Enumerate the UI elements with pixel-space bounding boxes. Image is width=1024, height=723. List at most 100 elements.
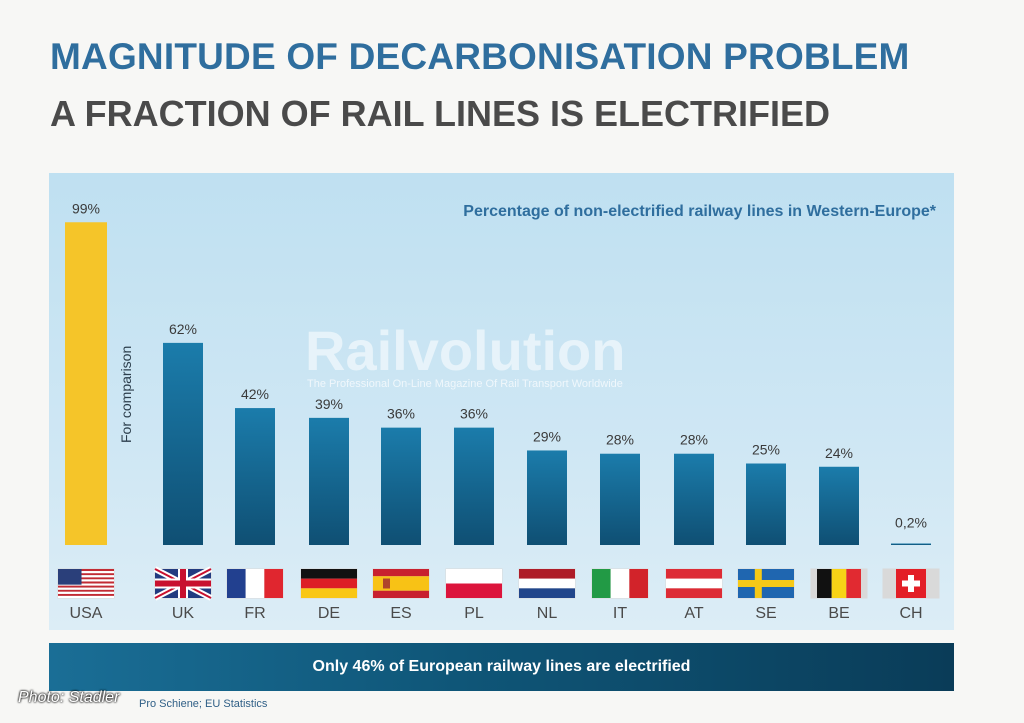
flag-part bbox=[58, 569, 114, 572]
flag-part bbox=[902, 580, 920, 587]
value-label: 36% bbox=[387, 406, 415, 422]
page-subtitle: A FRACTION OF RAIL LINES IS ELECTRIFIED bbox=[50, 93, 831, 134]
category-label: CH bbox=[899, 605, 922, 622]
flag-part bbox=[58, 575, 114, 578]
flag-part bbox=[446, 569, 502, 584]
flag-part bbox=[373, 569, 429, 577]
bar-nl bbox=[527, 450, 567, 545]
value-label: 42% bbox=[241, 386, 269, 402]
category-label: DE bbox=[318, 605, 340, 622]
flag-part bbox=[245, 569, 265, 598]
flag-part bbox=[58, 589, 114, 592]
bar-be bbox=[819, 466, 859, 545]
flag-uk-icon bbox=[153, 566, 213, 601]
flag-poland-icon bbox=[445, 568, 503, 599]
flag-part bbox=[58, 573, 114, 576]
flag-part bbox=[629, 569, 648, 598]
flag-spain-icon bbox=[372, 568, 430, 599]
value-label: 28% bbox=[606, 432, 634, 448]
flag-part bbox=[666, 569, 722, 579]
flag-part bbox=[666, 578, 722, 589]
chart-panel: Railvolution The Professional On-Line Mag… bbox=[49, 173, 954, 630]
bar-usa bbox=[65, 222, 107, 545]
flag-part bbox=[519, 569, 575, 579]
flag-part bbox=[301, 569, 357, 579]
value-label: 39% bbox=[315, 396, 343, 412]
flag-netherlands-icon bbox=[518, 568, 576, 599]
category-label: USA bbox=[70, 605, 103, 622]
footer-banner: Only 46% of European railway lines are e… bbox=[49, 643, 954, 691]
flag-part bbox=[58, 569, 82, 585]
category-label: AT bbox=[684, 605, 703, 622]
flag-switzerland-icon bbox=[882, 568, 940, 599]
category-label: SE bbox=[755, 605, 776, 622]
value-label: 25% bbox=[752, 442, 780, 458]
flag-part bbox=[58, 591, 114, 594]
flag-part bbox=[58, 585, 114, 588]
flag-part bbox=[58, 587, 114, 590]
flag-part bbox=[446, 583, 502, 598]
category-label: IT bbox=[613, 605, 627, 622]
category-label: ES bbox=[390, 605, 411, 622]
category-label: UK bbox=[172, 605, 195, 622]
flag-part bbox=[301, 578, 357, 589]
flag-part bbox=[58, 579, 114, 582]
value-label: 29% bbox=[533, 428, 561, 444]
category-label: FR bbox=[244, 605, 265, 622]
flag-part bbox=[831, 569, 847, 598]
flag-part bbox=[592, 569, 611, 598]
value-label: 36% bbox=[460, 406, 488, 422]
chart-title: Percentage of non-electrified railway li… bbox=[463, 203, 936, 220]
bar-fr bbox=[235, 408, 275, 545]
flag-part bbox=[666, 588, 722, 598]
flag-part bbox=[58, 595, 114, 598]
flag-part bbox=[58, 577, 114, 580]
flag-part bbox=[58, 581, 114, 584]
value-label: 24% bbox=[825, 445, 853, 461]
flag-part bbox=[738, 580, 794, 587]
flag-belgium-icon bbox=[810, 568, 868, 599]
flag-part bbox=[155, 580, 211, 587]
flag-part bbox=[227, 569, 246, 598]
flag-sweden-icon bbox=[737, 568, 795, 599]
flag-france-icon bbox=[226, 568, 284, 599]
flag-part bbox=[58, 583, 114, 586]
footer-text: Only 46% of European railway lines are e… bbox=[312, 658, 691, 675]
bar-it bbox=[600, 453, 640, 545]
category-label: BE bbox=[828, 605, 849, 622]
category-label: PL bbox=[464, 605, 484, 622]
flag-part bbox=[519, 588, 575, 598]
page-title: MAGNITUDE OF DECARBONISATION PROBLEM bbox=[50, 36, 910, 77]
source-note: Pro Schiene; EU Statistics bbox=[139, 698, 268, 710]
flag-part bbox=[519, 578, 575, 589]
flag-part bbox=[373, 590, 429, 598]
bar-ch bbox=[891, 543, 931, 545]
flag-part bbox=[264, 569, 283, 598]
value-label: 0,2% bbox=[895, 515, 927, 531]
flag-austria-icon bbox=[665, 568, 723, 599]
value-label: 28% bbox=[680, 432, 708, 448]
comparison-label: For comparison bbox=[118, 346, 134, 443]
flag-part bbox=[373, 576, 429, 591]
bar-at bbox=[674, 453, 714, 545]
watermark-tagline: The Professional On-Line Magazine Of Rai… bbox=[307, 378, 623, 390]
flag-part bbox=[58, 593, 114, 596]
bar-es bbox=[381, 427, 421, 545]
flag-usa-icon bbox=[57, 568, 115, 599]
flag-part bbox=[817, 569, 832, 598]
flag-italy-icon bbox=[591, 568, 649, 599]
bar-de bbox=[309, 417, 349, 545]
flag-part bbox=[58, 571, 114, 574]
flag-germany-icon bbox=[300, 568, 358, 599]
watermark-brand: Railvolution bbox=[305, 319, 625, 382]
value-label: 62% bbox=[169, 321, 197, 337]
flag-part bbox=[301, 588, 357, 598]
bar-se bbox=[746, 463, 786, 545]
photo-credit: Photo: Stadler bbox=[18, 689, 120, 706]
flag-part bbox=[846, 569, 861, 598]
bar-pl bbox=[454, 427, 494, 545]
flag-part bbox=[610, 569, 630, 598]
bar-uk bbox=[163, 342, 203, 545]
category-label: NL bbox=[537, 605, 558, 622]
